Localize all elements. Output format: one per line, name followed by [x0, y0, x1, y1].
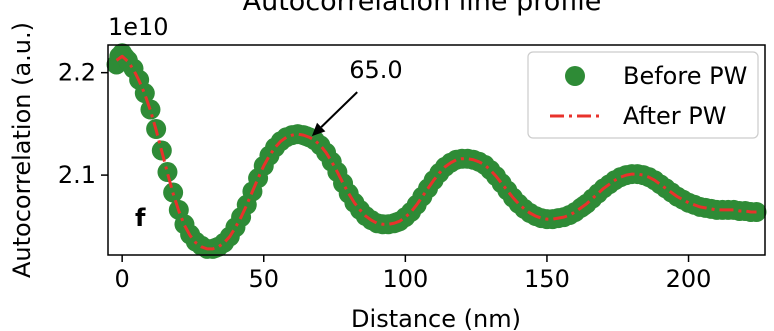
legend-label-before-pw: Before PW [623, 62, 747, 90]
chart-title: Autocorrelation line profile [243, 0, 602, 17]
y-tick-label: 2.2 [58, 59, 96, 87]
y-axis-label: Autocorrelation (a.u.) [8, 22, 36, 278]
x-axis-label: Distance (nm) [351, 305, 521, 331]
panel-label: f [135, 204, 146, 232]
legend: Before PW After PW [527, 51, 759, 139]
x-axis: 0 50 100 150 200 [115, 255, 712, 293]
peak-annotation: 65.0 [311, 56, 403, 137]
data-point-before-pw [140, 99, 161, 120]
legend-marker-before-pw [565, 66, 585, 86]
x-tick-label: 150 [524, 265, 570, 293]
series-line-after-pw [115, 54, 757, 251]
x-tick-label: 50 [248, 265, 279, 293]
series-after-pw [115, 54, 757, 251]
y-axis: 2.1 2.2 [58, 59, 108, 189]
annotation-arrow-head [311, 122, 326, 137]
data-point-before-pw [157, 162, 178, 183]
y-offset-label: 1e10 [108, 13, 169, 41]
plot-frame [107, 44, 766, 256]
x-tick-label: 0 [115, 265, 130, 293]
data-point-before-pw [134, 83, 155, 104]
x-tick-label: 100 [382, 265, 428, 293]
annotation-text: 65.0 [349, 56, 402, 84]
x-tick-label: 200 [666, 265, 712, 293]
annotation-arrow [320, 91, 358, 128]
legend-label-after-pw: After PW [623, 102, 726, 130]
y-tick-label: 2.1 [58, 161, 96, 189]
